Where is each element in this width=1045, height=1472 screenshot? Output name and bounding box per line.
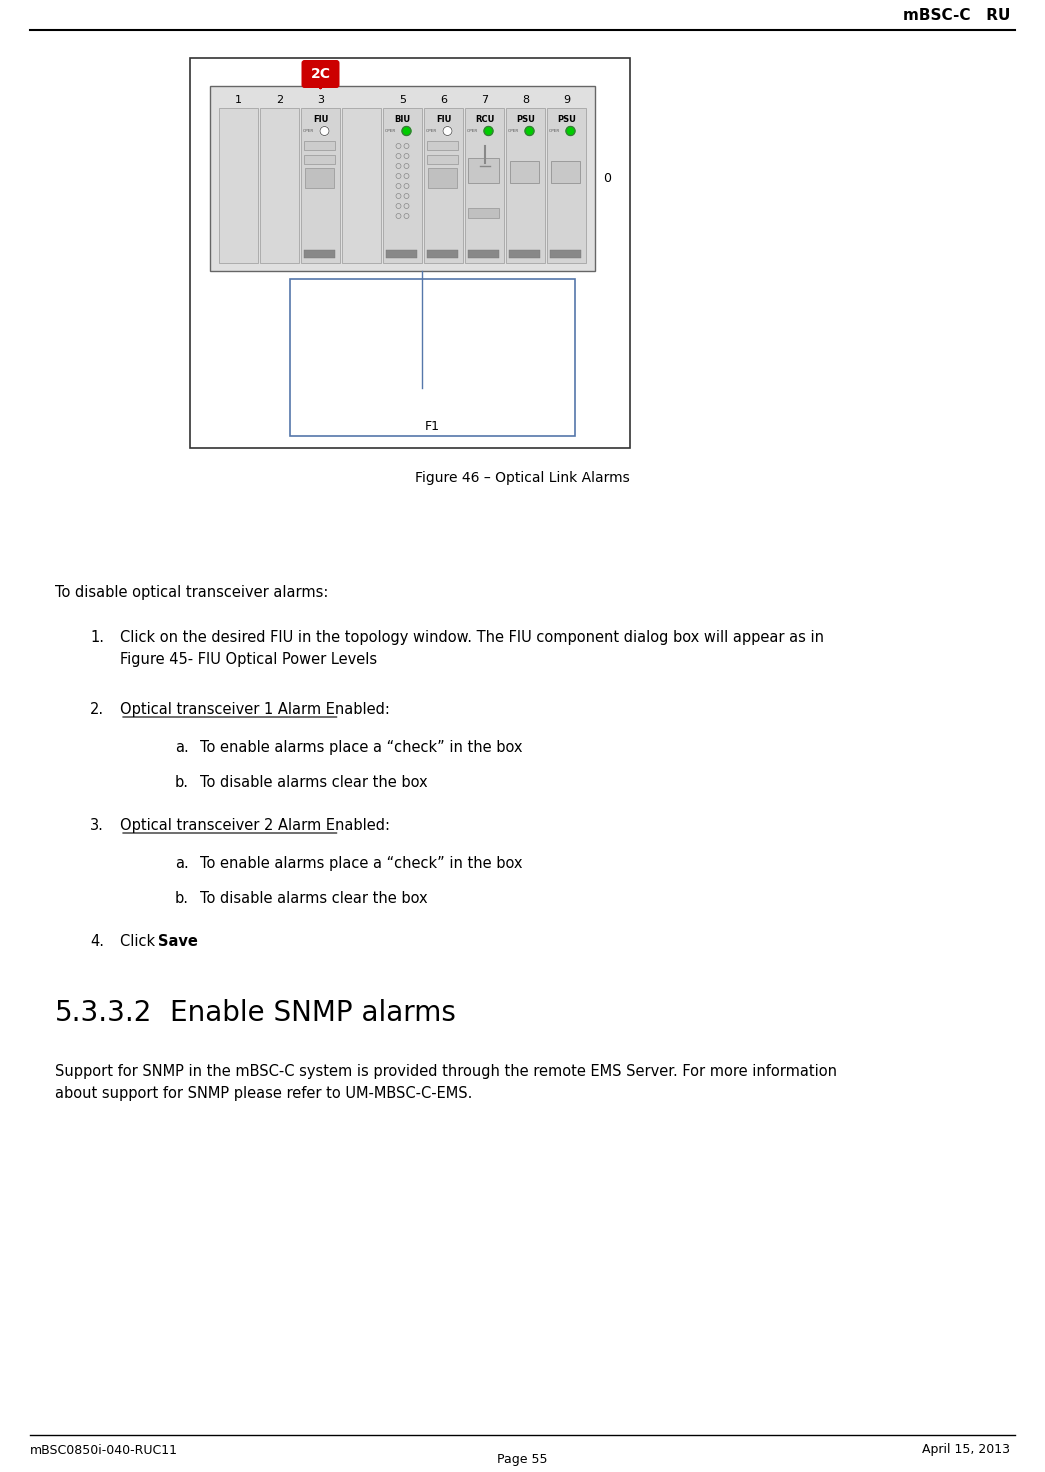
- Circle shape: [525, 127, 534, 135]
- Text: OPER: OPER: [508, 130, 519, 132]
- Bar: [509, 250, 540, 258]
- Text: 5.3.3.2: 5.3.3.2: [55, 999, 153, 1027]
- Bar: [510, 160, 539, 183]
- Bar: [468, 158, 500, 183]
- Bar: [260, 107, 299, 263]
- Text: Click on the desired FIU in the topology window. The FIU component dialog box wi: Click on the desired FIU in the topology…: [120, 630, 825, 667]
- Bar: [384, 107, 422, 263]
- Text: 8: 8: [521, 96, 529, 105]
- Text: mBSC-C   RU: mBSC-C RU: [903, 9, 1011, 24]
- Bar: [506, 107, 545, 263]
- Text: Optical transceiver 1 Alarm Enabled:: Optical transceiver 1 Alarm Enabled:: [120, 702, 390, 717]
- Text: 4.: 4.: [90, 935, 104, 949]
- Text: PSU: PSU: [516, 115, 535, 124]
- Text: 1.: 1.: [90, 630, 104, 645]
- Text: OPER: OPER: [549, 130, 560, 132]
- Bar: [305, 168, 334, 188]
- Text: OPER: OPER: [385, 130, 396, 132]
- Text: 3.: 3.: [90, 818, 103, 833]
- Text: To disable optical transceiver alarms:: To disable optical transceiver alarms:: [55, 584, 328, 601]
- Text: To disable alarms clear the box: To disable alarms clear the box: [200, 774, 427, 790]
- Text: a.: a.: [175, 857, 189, 871]
- Text: Page 55: Page 55: [496, 1453, 548, 1466]
- Text: BIU: BIU: [394, 115, 411, 124]
- Text: OPER: OPER: [426, 130, 437, 132]
- Text: Support for SNMP in the mBSC-C system is provided through the remote EMS Server.: Support for SNMP in the mBSC-C system is…: [55, 1064, 837, 1101]
- Text: 1: 1: [235, 96, 242, 105]
- Bar: [304, 155, 335, 163]
- Text: a.: a.: [175, 740, 189, 755]
- Text: 2.: 2.: [90, 702, 104, 717]
- Bar: [468, 250, 500, 258]
- Text: To enable alarms place a “check” in the box: To enable alarms place a “check” in the …: [200, 740, 522, 755]
- Bar: [465, 107, 504, 263]
- Bar: [304, 141, 335, 150]
- Circle shape: [320, 127, 329, 135]
- FancyBboxPatch shape: [302, 60, 340, 88]
- Bar: [427, 250, 458, 258]
- Bar: [550, 250, 581, 258]
- Bar: [547, 107, 586, 263]
- Text: F1: F1: [425, 420, 440, 433]
- Text: To enable alarms place a “check” in the box: To enable alarms place a “check” in the …: [200, 857, 522, 871]
- Text: 9: 9: [563, 96, 571, 105]
- Bar: [190, 57, 630, 447]
- Bar: [551, 160, 580, 183]
- Text: b.: b.: [175, 891, 189, 905]
- Text: 3: 3: [317, 96, 324, 105]
- Bar: [427, 155, 458, 163]
- Bar: [428, 168, 457, 188]
- Text: Enable SNMP alarms: Enable SNMP alarms: [170, 999, 456, 1027]
- Text: Click: Click: [120, 935, 160, 949]
- Text: 2C: 2C: [310, 68, 330, 81]
- Text: 7: 7: [481, 96, 488, 105]
- Bar: [210, 85, 595, 271]
- Text: b.: b.: [175, 774, 189, 790]
- Text: PSU: PSU: [557, 115, 576, 124]
- Text: 5: 5: [399, 96, 407, 105]
- Text: Optical transceiver 2 Alarm Enabled:: Optical transceiver 2 Alarm Enabled:: [120, 818, 390, 833]
- Text: mBSC0850i-040-RUC11: mBSC0850i-040-RUC11: [30, 1444, 178, 1456]
- Bar: [427, 141, 458, 150]
- Bar: [342, 107, 381, 263]
- Text: Save: Save: [158, 935, 198, 949]
- Text: OPER: OPER: [467, 130, 479, 132]
- Text: To disable alarms clear the box: To disable alarms clear the box: [200, 891, 427, 905]
- Circle shape: [566, 127, 575, 135]
- Circle shape: [443, 127, 452, 135]
- Bar: [468, 208, 500, 218]
- Text: RCU: RCU: [474, 115, 494, 124]
- Circle shape: [402, 127, 411, 135]
- Bar: [424, 107, 463, 263]
- Bar: [219, 107, 258, 263]
- Text: 2: 2: [276, 96, 283, 105]
- Bar: [301, 107, 340, 263]
- Bar: [386, 250, 417, 258]
- Bar: [291, 280, 575, 436]
- Text: FIU: FIU: [436, 115, 451, 124]
- Text: April 15, 2013: April 15, 2013: [922, 1444, 1011, 1456]
- Text: 0: 0: [603, 172, 611, 185]
- Text: FIU: FIU: [312, 115, 328, 124]
- Bar: [304, 250, 335, 258]
- Text: Figure 46 – Optical Link Alarms: Figure 46 – Optical Link Alarms: [415, 471, 629, 484]
- Circle shape: [484, 127, 493, 135]
- Text: OPER: OPER: [303, 130, 315, 132]
- Text: 6: 6: [440, 96, 447, 105]
